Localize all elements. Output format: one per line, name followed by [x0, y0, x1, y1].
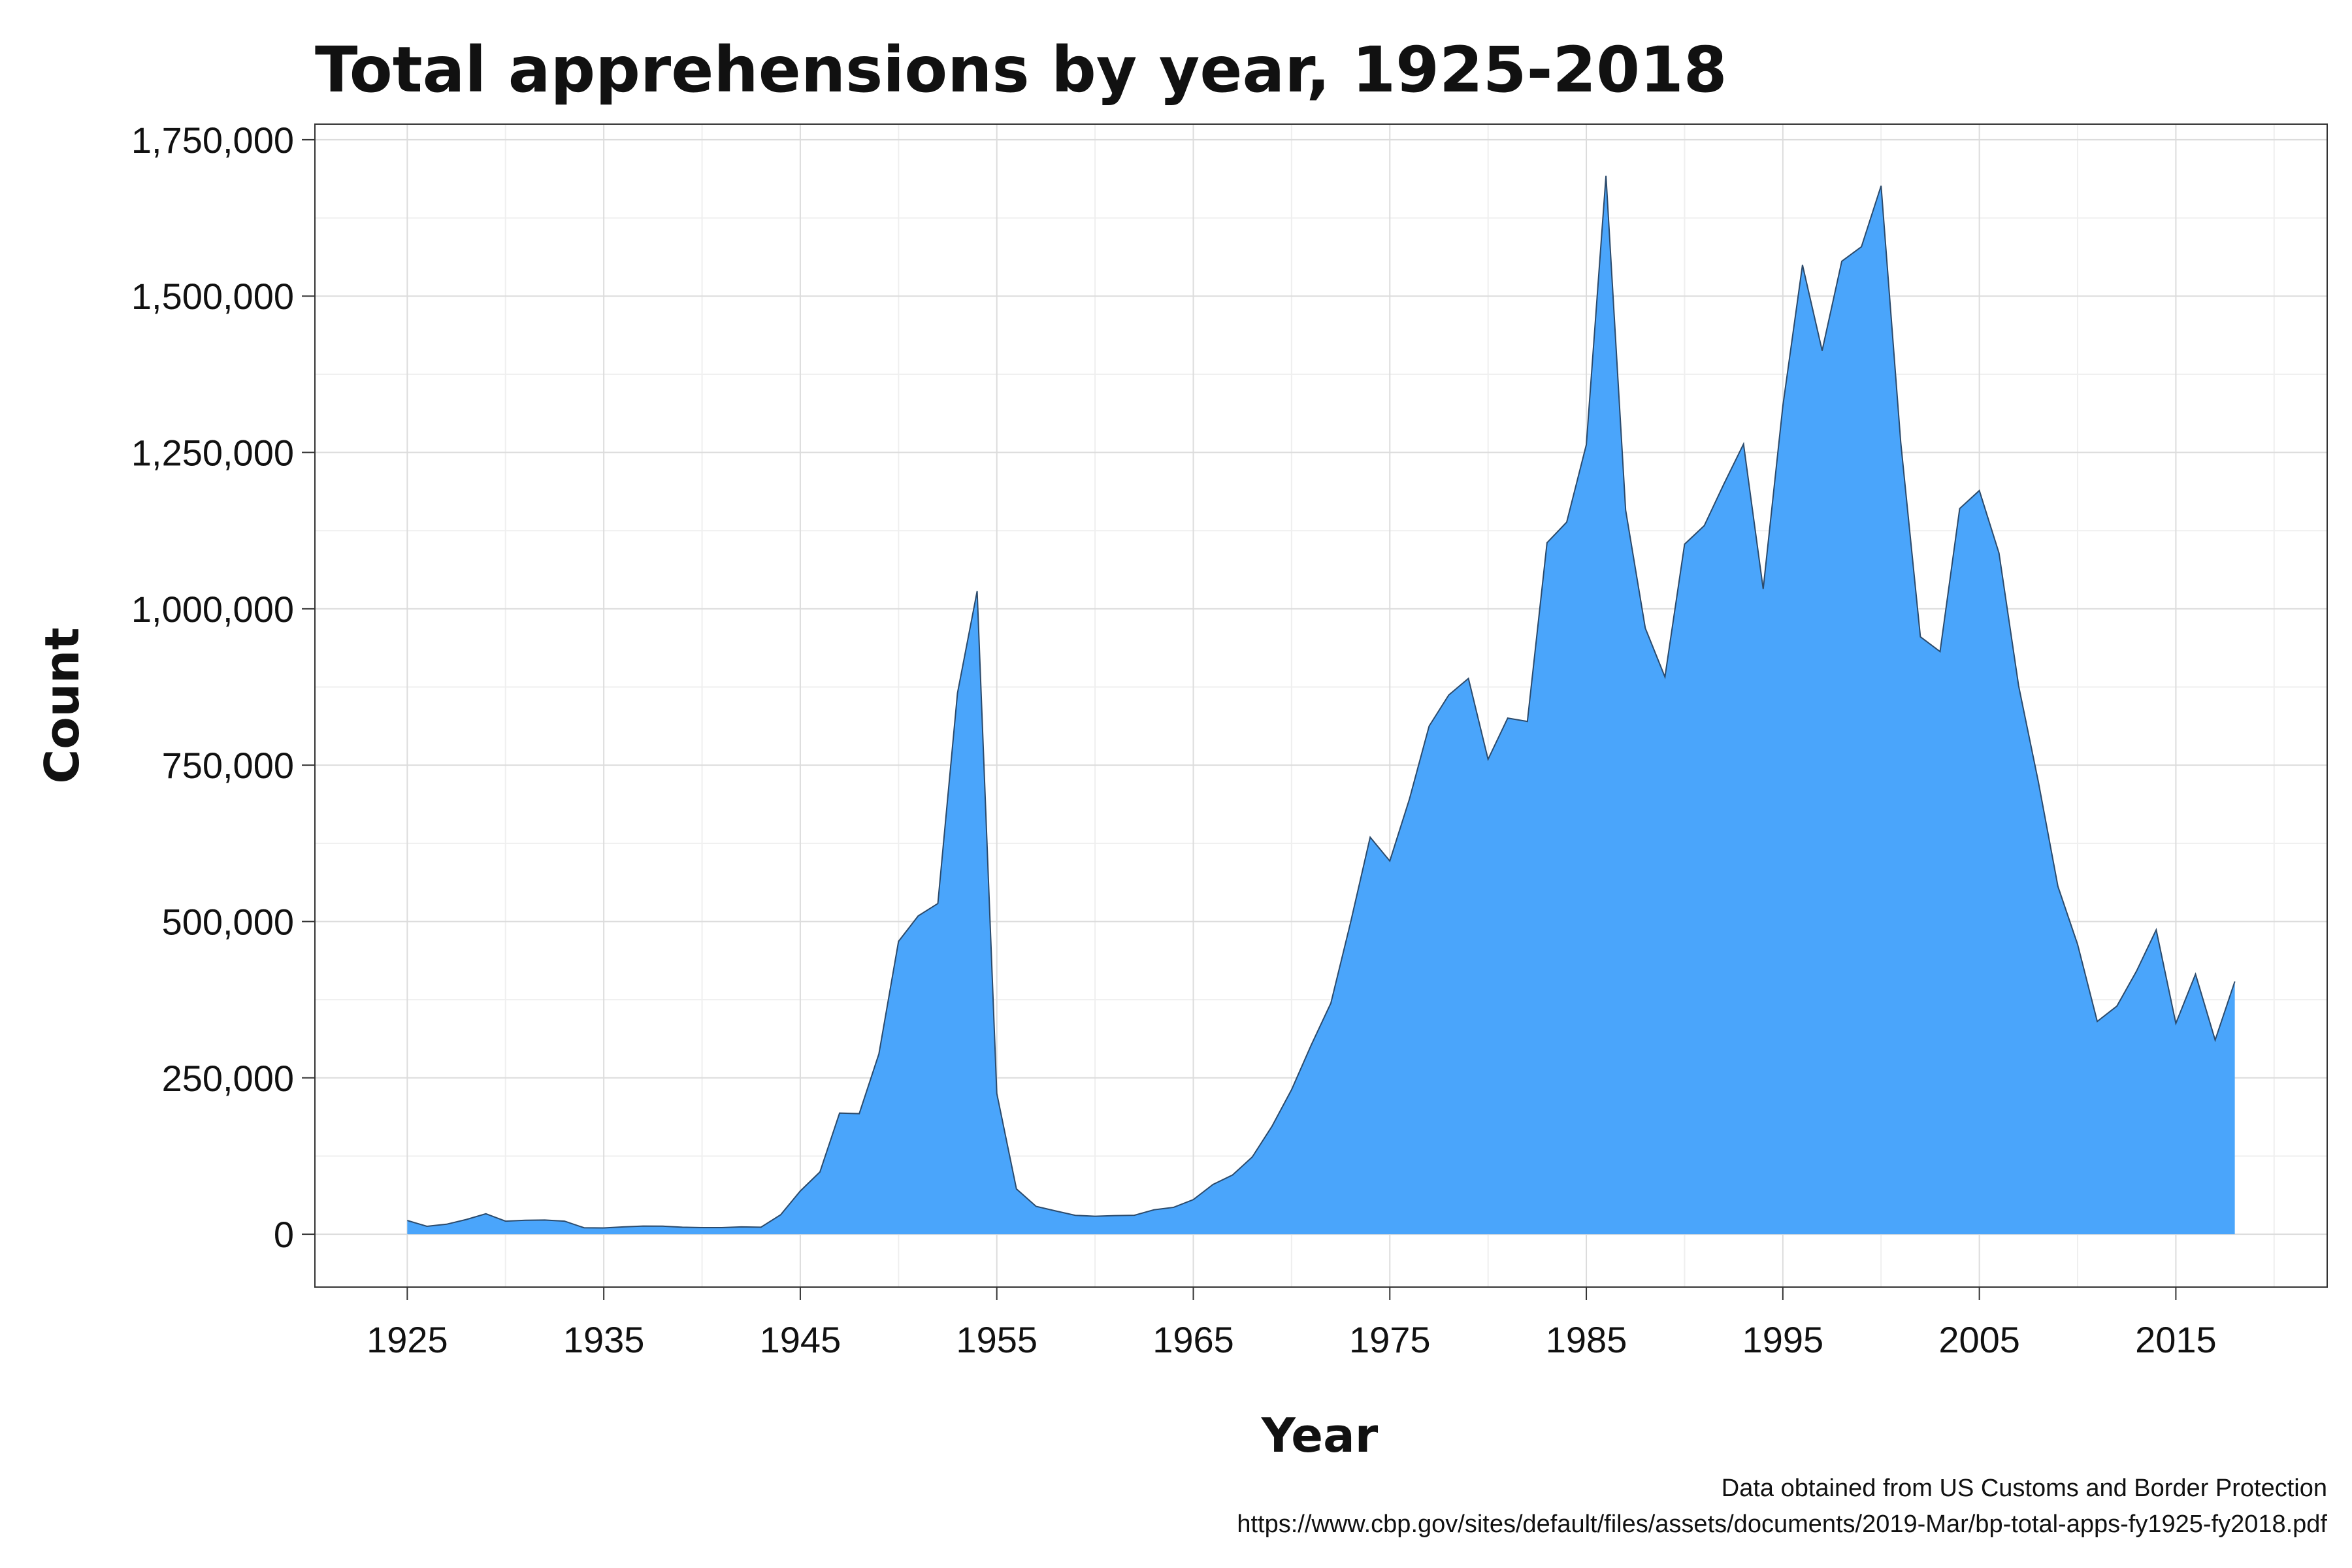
- x-tick-label: 1975: [1349, 1319, 1431, 1360]
- x-tick-label: 2015: [2135, 1319, 2217, 1360]
- x-tick-label: 1985: [1546, 1319, 1627, 1360]
- x-tick-label: 1945: [760, 1319, 841, 1360]
- y-tick-label: 750,000: [162, 745, 294, 786]
- caption-url: https://www.cbp.gov/sites/default/files/…: [1237, 1511, 2327, 1538]
- y-tick-label: 500,000: [162, 901, 294, 942]
- x-tick-label: 1935: [563, 1319, 645, 1360]
- y-tick-label: 0: [274, 1214, 294, 1255]
- y-tick-label: 1,250,000: [131, 433, 294, 474]
- x-tick-label: 1925: [367, 1319, 448, 1360]
- x-axis-ticks: 1925 1935 1945 1955 1965 1975 1985 1995 2005 2015: [367, 1287, 2217, 1360]
- y-tick-label: 1,750,000: [131, 120, 294, 161]
- caption-source: Data obtained from US Customs and Border…: [1722, 1475, 2327, 1502]
- chart-title: Total apprehensions by year, 1925-2018: [315, 33, 1727, 106]
- x-tick-label: 1955: [956, 1319, 1037, 1360]
- x-tick-label: 1965: [1152, 1319, 1234, 1360]
- area-layer: [407, 175, 2236, 1235]
- apprehensions-area: [407, 175, 2235, 1235]
- plot-border: [314, 123, 2328, 1288]
- y-tick-label: 1,000,000: [131, 589, 294, 630]
- y-axis-ticks: 0 250,000 500,000 750,000 1,000,000 1,250,000…: [131, 120, 315, 1255]
- x-tick-label: 2005: [1938, 1319, 2020, 1360]
- y-axis-title: Count: [35, 627, 90, 783]
- y-tick-label: 250,000: [162, 1058, 294, 1099]
- x-axis-title: Year: [1261, 1408, 1379, 1463]
- apprehensions-line: [407, 175, 2236, 1229]
- y-tick-label: 1,500,000: [131, 276, 294, 317]
- x-tick-label: 1995: [1742, 1319, 1824, 1360]
